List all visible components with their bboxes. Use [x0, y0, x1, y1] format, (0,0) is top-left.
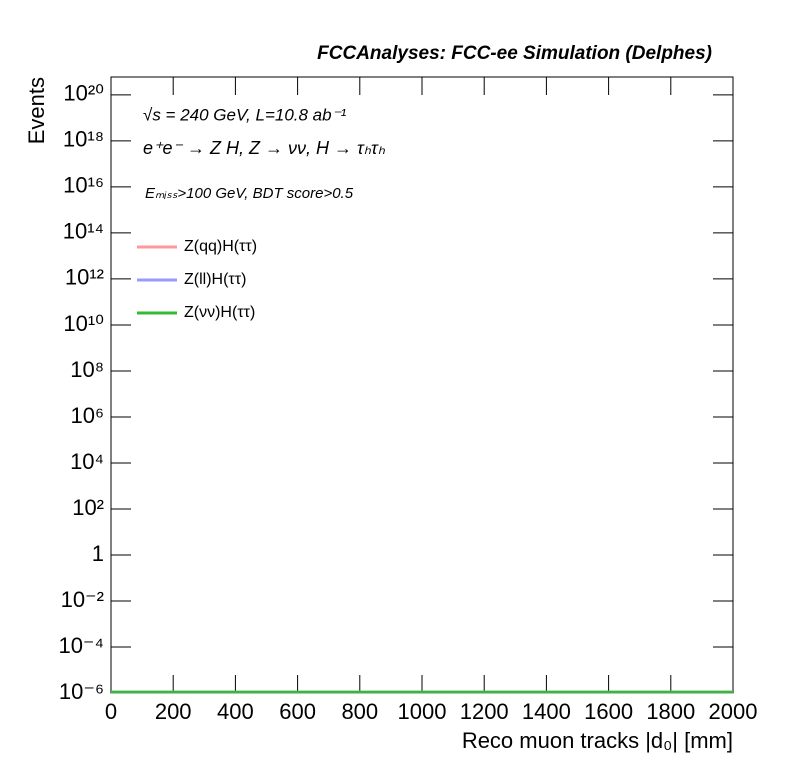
annotation: e⁺e⁻ → Z H, Z → νν, H → τₕτₕ [143, 138, 386, 158]
x-tick-label: 2000 [709, 699, 758, 724]
y-tick-label: 1 [92, 541, 104, 566]
x-axis-label: Reco muon tracks |d₀| [mm] [462, 728, 733, 753]
y-tick-label: 10⁻⁴ [58, 633, 104, 658]
y-tick-label: 10² [72, 495, 104, 520]
annotation: √s = 240 GeV, L=10.8 ab⁻¹ [143, 105, 347, 124]
x-tick-label: 600 [279, 699, 316, 724]
y-tick-label: 10⁸ [70, 357, 104, 382]
y-tick-label: 10¹² [65, 265, 104, 290]
legend-label: Z(νν)H(ττ) [184, 304, 255, 321]
y-tick-label: 10¹⁴ [63, 219, 104, 244]
plot-frame [110, 76, 734, 694]
x-tick-label: 0 [105, 699, 117, 724]
y-tick-label: 10⁻⁶ [59, 679, 104, 704]
y-tick-label: 10¹⁰ [63, 311, 104, 336]
y-axis-label: Events [24, 77, 49, 144]
x-tick-label: 800 [341, 699, 378, 724]
x-tick-label: 1400 [522, 699, 571, 724]
x-tick-label: 1200 [460, 699, 509, 724]
x-tick-label: 200 [155, 699, 192, 724]
x-tick-label: 1800 [646, 699, 695, 724]
legend-label: Z(qq)H(ττ) [184, 238, 257, 255]
x-tick-label: 400 [217, 699, 254, 724]
y-tick-label: 10⁶ [70, 403, 104, 428]
y-tick-label: 10²⁰ [63, 81, 104, 106]
y-tick-label: 10¹⁸ [63, 127, 104, 152]
annotation: Eₘᵢₛₛ>100 GeV, BDT score>0.5 [145, 185, 354, 202]
chart-title: FCCAnalyses: FCC-ee Simulation (Delphes) [317, 43, 712, 64]
legend-label: Z(ll)H(ττ) [184, 271, 246, 288]
y-tick-label: 10⁻² [61, 587, 104, 612]
x-tick-label: 1600 [584, 699, 633, 724]
y-tick-label: 10¹⁶ [63, 173, 104, 198]
y-tick-label: 10⁴ [70, 449, 104, 474]
x-tick-label: 1000 [398, 699, 447, 724]
